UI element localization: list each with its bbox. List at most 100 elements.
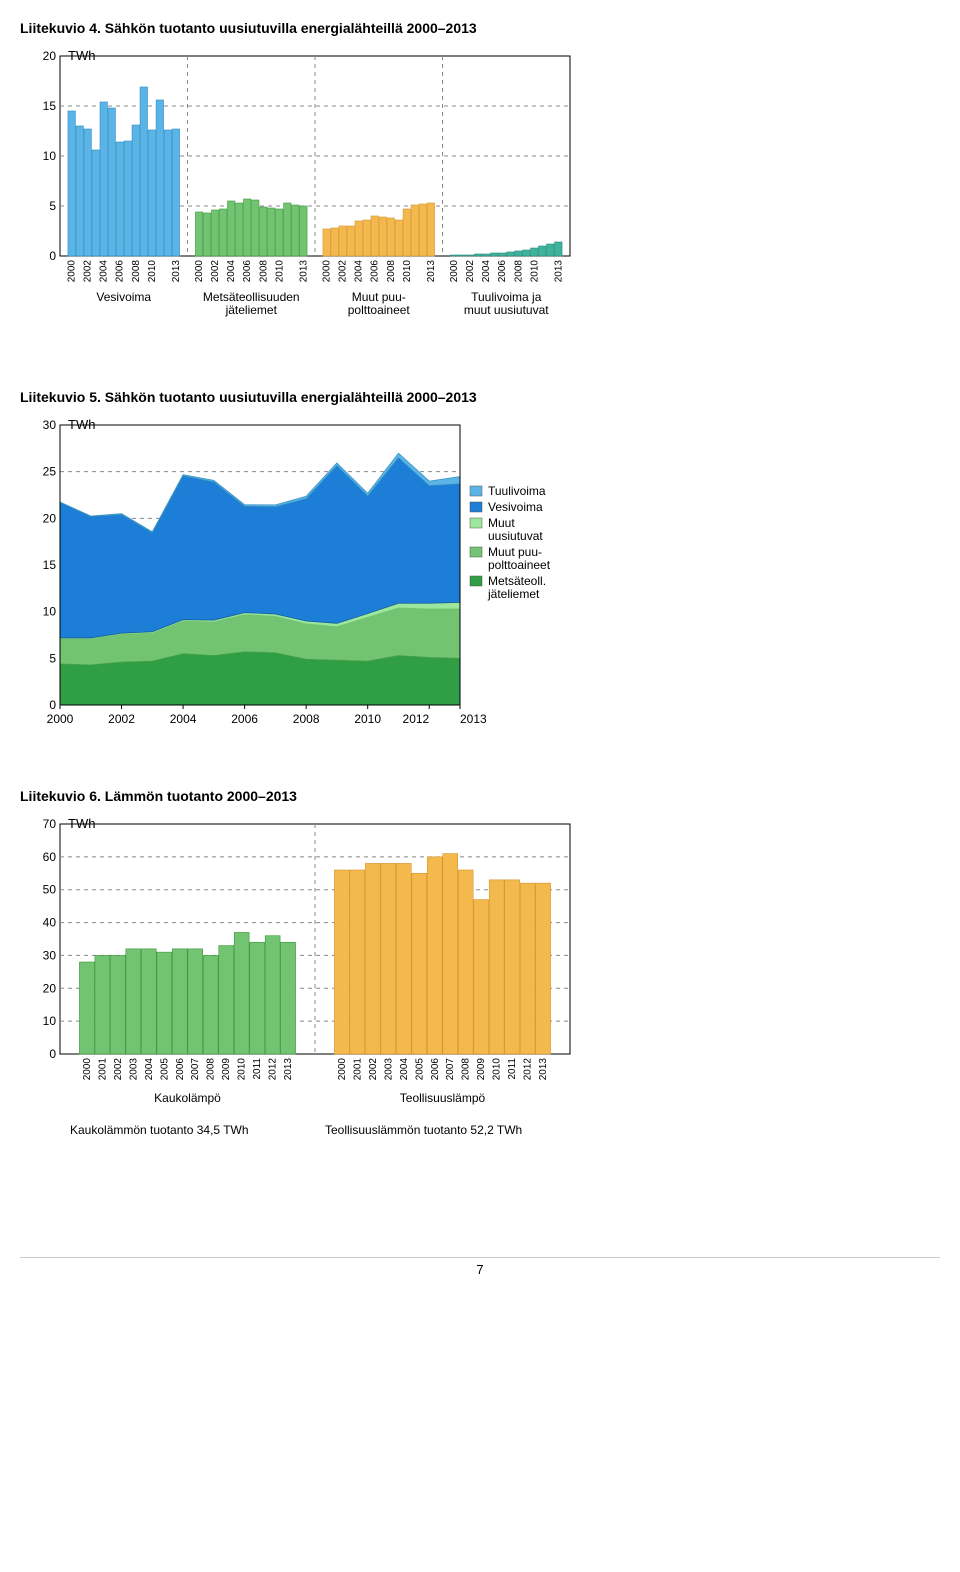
- svg-text:2009: 2009: [476, 1058, 487, 1081]
- svg-text:2013: 2013: [298, 260, 309, 283]
- svg-text:2010: 2010: [147, 260, 158, 283]
- svg-text:Teollisuuslämpö: Teollisuuslämpö: [400, 1091, 486, 1105]
- svg-text:2010: 2010: [402, 260, 413, 283]
- page-number: 7: [476, 1262, 483, 1277]
- svg-text:2012: 2012: [268, 1058, 279, 1081]
- svg-text:2001: 2001: [97, 1058, 108, 1081]
- svg-text:Metsäteoll.jäteliemet: Metsäteoll.jäteliemet: [487, 574, 546, 601]
- svg-text:2013: 2013: [553, 260, 564, 283]
- svg-text:2000: 2000: [449, 260, 460, 283]
- svg-text:2006: 2006: [497, 260, 508, 283]
- svg-text:2005: 2005: [414, 1058, 425, 1081]
- svg-text:2013: 2013: [426, 260, 437, 283]
- svg-text:50: 50: [43, 883, 57, 897]
- svg-text:2004: 2004: [354, 260, 365, 283]
- svg-text:2002: 2002: [465, 260, 476, 283]
- svg-text:Muut puu-polttoaineet: Muut puu-polttoaineet: [488, 545, 551, 572]
- page-footer: 7: [20, 1257, 940, 1277]
- svg-text:2006: 2006: [231, 712, 258, 726]
- svg-text:30: 30: [43, 948, 57, 962]
- svg-text:2004: 2004: [144, 1058, 155, 1081]
- svg-text:2000: 2000: [47, 712, 74, 726]
- svg-text:2012: 2012: [403, 712, 430, 726]
- svg-text:2008: 2008: [131, 260, 142, 283]
- svg-text:Muut puu-polttoaineet: Muut puu-polttoaineet: [348, 290, 411, 317]
- svg-text:2007: 2007: [190, 1058, 201, 1081]
- svg-text:2002: 2002: [113, 1058, 124, 1081]
- chart2-title: Liitekuvio 5. Sähkön tuotanto uusiutuvil…: [20, 389, 940, 405]
- svg-text:2006: 2006: [175, 1058, 186, 1081]
- svg-text:2000: 2000: [82, 1058, 93, 1081]
- svg-text:2006: 2006: [430, 1058, 441, 1081]
- svg-text:2008: 2008: [386, 260, 397, 283]
- svg-text:2000: 2000: [322, 260, 333, 283]
- svg-text:2005: 2005: [159, 1058, 170, 1081]
- svg-text:30: 30: [43, 418, 57, 432]
- svg-text:60: 60: [43, 850, 57, 864]
- svg-text:2004: 2004: [170, 712, 197, 726]
- svg-text:15: 15: [43, 99, 57, 113]
- svg-text:20: 20: [43, 511, 57, 525]
- svg-text:Muutuusiutuvat: Muutuusiutuvat: [488, 516, 543, 543]
- svg-text:Kaukolämpö: Kaukolämpö: [154, 1091, 221, 1105]
- svg-text:2004: 2004: [226, 260, 237, 283]
- svg-text:2011: 2011: [252, 1058, 263, 1080]
- svg-text:Teollisuuslämmön tuotanto 52,2: Teollisuuslämmön tuotanto 52,2 TWh: [325, 1123, 522, 1137]
- svg-text:2010: 2010: [274, 260, 285, 283]
- chart1-title: Liitekuvio 4. Sähkön tuotanto uusiutuvil…: [20, 20, 940, 36]
- svg-text:20: 20: [43, 49, 57, 63]
- svg-text:40: 40: [43, 916, 57, 930]
- svg-text:2008: 2008: [513, 260, 524, 283]
- svg-text:0: 0: [49, 249, 56, 263]
- svg-text:2008: 2008: [461, 1058, 472, 1081]
- svg-text:2002: 2002: [83, 260, 94, 283]
- svg-text:5: 5: [49, 651, 56, 665]
- svg-text:0: 0: [49, 1047, 56, 1061]
- svg-text:2011: 2011: [507, 1058, 518, 1080]
- svg-text:2013: 2013: [171, 260, 182, 283]
- chart3-svg: TWh0102030405060702000200120022003200420…: [20, 814, 580, 1174]
- svg-text:10: 10: [43, 605, 57, 619]
- svg-text:2003: 2003: [128, 1058, 139, 1081]
- svg-text:2010: 2010: [529, 260, 540, 283]
- svg-text:10: 10: [43, 149, 57, 163]
- svg-text:2004: 2004: [99, 260, 110, 283]
- svg-text:2000: 2000: [337, 1058, 348, 1081]
- svg-text:2010: 2010: [237, 1058, 248, 1081]
- svg-text:2002: 2002: [338, 260, 349, 283]
- svg-text:2006: 2006: [242, 260, 253, 283]
- chart3-block: Liitekuvio 6. Lämmön tuotanto 2000–2013 …: [20, 788, 940, 1177]
- svg-text:2009: 2009: [221, 1058, 232, 1081]
- svg-text:10: 10: [43, 1014, 57, 1028]
- svg-text:2002: 2002: [108, 712, 135, 726]
- svg-text:0: 0: [49, 698, 56, 712]
- svg-text:Tuulivoima jamuut uusiutuvat: Tuulivoima jamuut uusiutuvat: [464, 290, 549, 317]
- svg-text:2003: 2003: [383, 1058, 394, 1081]
- svg-text:Vesivoima: Vesivoima: [96, 290, 151, 304]
- svg-text:2004: 2004: [481, 260, 492, 283]
- svg-text:2010: 2010: [354, 712, 381, 726]
- svg-text:2008: 2008: [293, 712, 320, 726]
- svg-text:2002: 2002: [210, 260, 221, 283]
- svg-text:2006: 2006: [370, 260, 381, 283]
- svg-text:2007: 2007: [445, 1058, 456, 1081]
- svg-text:2012: 2012: [523, 1058, 534, 1081]
- chart2-svg: TWh0510152025302000200220042006200820102…: [20, 415, 580, 745]
- chart2-block: Liitekuvio 5. Sähkön tuotanto uusiutuvil…: [20, 389, 940, 748]
- svg-text:2008: 2008: [206, 1058, 217, 1081]
- svg-text:20: 20: [43, 981, 57, 995]
- svg-text:2013: 2013: [283, 1058, 294, 1081]
- svg-text:2008: 2008: [258, 260, 269, 283]
- svg-text:2000: 2000: [67, 260, 78, 283]
- svg-text:70: 70: [43, 817, 57, 831]
- svg-text:Metsäteollisuudenjäteliemet: Metsäteollisuudenjäteliemet: [203, 290, 300, 317]
- svg-text:2000: 2000: [194, 260, 205, 283]
- svg-text:2013: 2013: [460, 712, 487, 726]
- chart1-svg: TWh051015202000200220042006200820102013V…: [20, 46, 580, 346]
- chart3-title: Liitekuvio 6. Lämmön tuotanto 2000–2013: [20, 788, 940, 804]
- svg-text:Vesivoima: Vesivoima: [488, 500, 543, 514]
- svg-text:Tuulivoima: Tuulivoima: [488, 484, 546, 498]
- svg-text:25: 25: [43, 465, 57, 479]
- chart1-block: Liitekuvio 4. Sähkön tuotanto uusiutuvil…: [20, 20, 940, 349]
- svg-text:2004: 2004: [399, 1058, 410, 1081]
